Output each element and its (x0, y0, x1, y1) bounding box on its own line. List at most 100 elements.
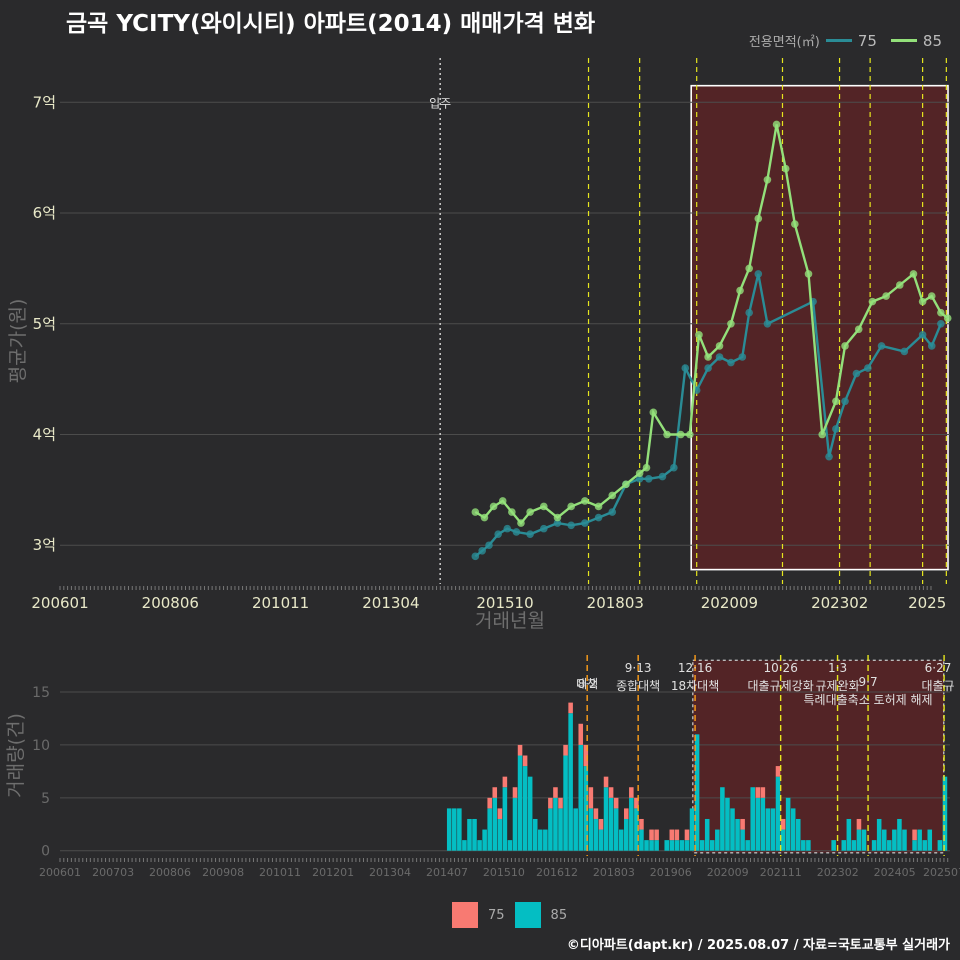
volume-bar-85 (573, 808, 578, 851)
volume-x-tick: 201612 (536, 866, 578, 879)
legend-bottom-label-85: 85 (550, 907, 568, 923)
price-y-tick: 3억 (33, 536, 56, 554)
volume-bar-85 (709, 840, 715, 851)
volume-bar-85 (482, 829, 487, 851)
volume-bar-85 (937, 840, 943, 851)
volume-bar-85 (704, 818, 710, 851)
volume-bar-85 (512, 797, 518, 851)
volume-bar-75 (740, 818, 745, 830)
volume-x-tick: 202507 (923, 866, 960, 879)
legend-label-85: 85 (922, 31, 942, 50)
volume-bar-85 (578, 744, 584, 851)
volume-bar-85 (942, 776, 948, 851)
volume-bar-85 (715, 829, 720, 851)
volume-bar-85 (785, 797, 791, 851)
volume-legend: 75 85 (452, 902, 567, 928)
volume-bar-85 (664, 840, 670, 851)
volume-x-tick: 201304 (369, 866, 411, 879)
volume-bar-85 (887, 840, 892, 851)
volume-bar-85 (522, 766, 528, 851)
volume-bar-85 (517, 755, 523, 851)
page-title: 금곡 YCITY(와이시티) 아파트(2014) 매매가격 변화 (66, 11, 596, 37)
volume-bar-85 (795, 818, 801, 851)
policy-name-label: 종합대책 (616, 678, 660, 693)
volume-x-tick: 200806 (149, 866, 191, 879)
volume-bar-85 (871, 840, 877, 851)
volume-y-tick: 5 (41, 791, 50, 807)
volume-bar-75 (548, 797, 553, 809)
volume-bar-85 (593, 818, 599, 851)
volume-bar-85 (644, 840, 649, 851)
volume-bar-85 (649, 840, 654, 851)
volume-bar-85 (639, 829, 644, 851)
volume-bar-75 (568, 702, 573, 714)
volume-bar-85 (563, 755, 568, 851)
volume-bar-75 (674, 829, 680, 841)
price-x-tick: 201011 (252, 594, 309, 612)
price-x-tick: 201803 (587, 594, 644, 612)
volume-x-tick: 202111 (760, 866, 802, 879)
volume-x-tick: 201906 (650, 866, 692, 879)
volume-bar-85 (831, 840, 836, 851)
legend-bottom-label-75: 75 (488, 907, 505, 923)
volume-y-tick: 10 (32, 738, 50, 754)
volume-bar-85 (603, 787, 609, 851)
legend-box-85 (514, 902, 541, 928)
policy-date-label: 8·2 (578, 677, 597, 691)
volume-x-tick: 201011 (259, 866, 301, 879)
price-x-axis-title: 거래년월 (475, 610, 545, 632)
volume-bar-85 (881, 829, 887, 851)
volume-x-tick: 200601 (39, 866, 81, 879)
volume-bar-75 (583, 744, 589, 767)
volume-x-tick: 202009 (707, 866, 749, 879)
volume-bar-85 (897, 818, 902, 851)
volume-bar-85 (583, 766, 589, 851)
policy-name-label: 특례대출축소 토허제 해제 (804, 693, 933, 707)
volume-bar-85 (790, 808, 796, 851)
legend-title: 전용면적(㎡) (748, 35, 820, 50)
volume-bar-75 (487, 797, 492, 809)
volume-bar-85 (492, 797, 498, 851)
volume-bar-75 (492, 787, 498, 798)
price-y-tick: 6억 (33, 204, 56, 222)
size-legend: 전용면적(㎡) 75 85 (748, 31, 950, 51)
volume-bar-75 (553, 787, 558, 798)
volume-bar-85 (917, 829, 922, 851)
volume-bar-85 (902, 829, 907, 851)
volume-bar-85 (634, 808, 639, 851)
volume-bar-85 (669, 840, 675, 851)
volume-bar-85 (922, 840, 927, 851)
volume-bar-85 (876, 818, 882, 851)
policy-name-label: 대출규 (921, 679, 954, 693)
volume-bar-75 (578, 723, 584, 745)
volume-bar-85 (841, 840, 847, 851)
volume-bar-85 (694, 734, 700, 851)
price-x-tick: 201510 (476, 594, 533, 612)
price-x-tick: 200806 (142, 594, 199, 612)
policy-date-label: 9·13 (625, 661, 652, 675)
volume-bar-85 (760, 797, 766, 851)
volume-bar-75 (598, 818, 604, 830)
volume-bar-75 (780, 818, 786, 830)
volume-bar-85 (801, 840, 806, 851)
volume-bar-75 (760, 787, 766, 798)
volume-x-tick: 200908 (202, 866, 244, 879)
volume-x-tick: 201803 (593, 866, 635, 879)
volume-bar-85 (846, 818, 852, 851)
price-line-85 (474, 124, 949, 525)
volume-y-tick: 15 (32, 685, 50, 701)
policy-name-label: 대책 (576, 676, 598, 691)
volume-bar-75 (517, 744, 523, 756)
volume-bar-85 (507, 840, 513, 851)
price-line-75 (474, 273, 943, 558)
volume-bar-75 (588, 787, 594, 809)
volume-bar-85 (780, 829, 786, 851)
volume-bar-75 (639, 818, 644, 830)
volume-bar-75 (629, 787, 634, 798)
price-y-tick: 5억 (33, 315, 56, 333)
volume-bar-85 (679, 840, 685, 851)
volume-bar-85 (730, 808, 735, 851)
volume-bar-85 (613, 808, 619, 851)
volume-bar-85 (851, 840, 857, 851)
